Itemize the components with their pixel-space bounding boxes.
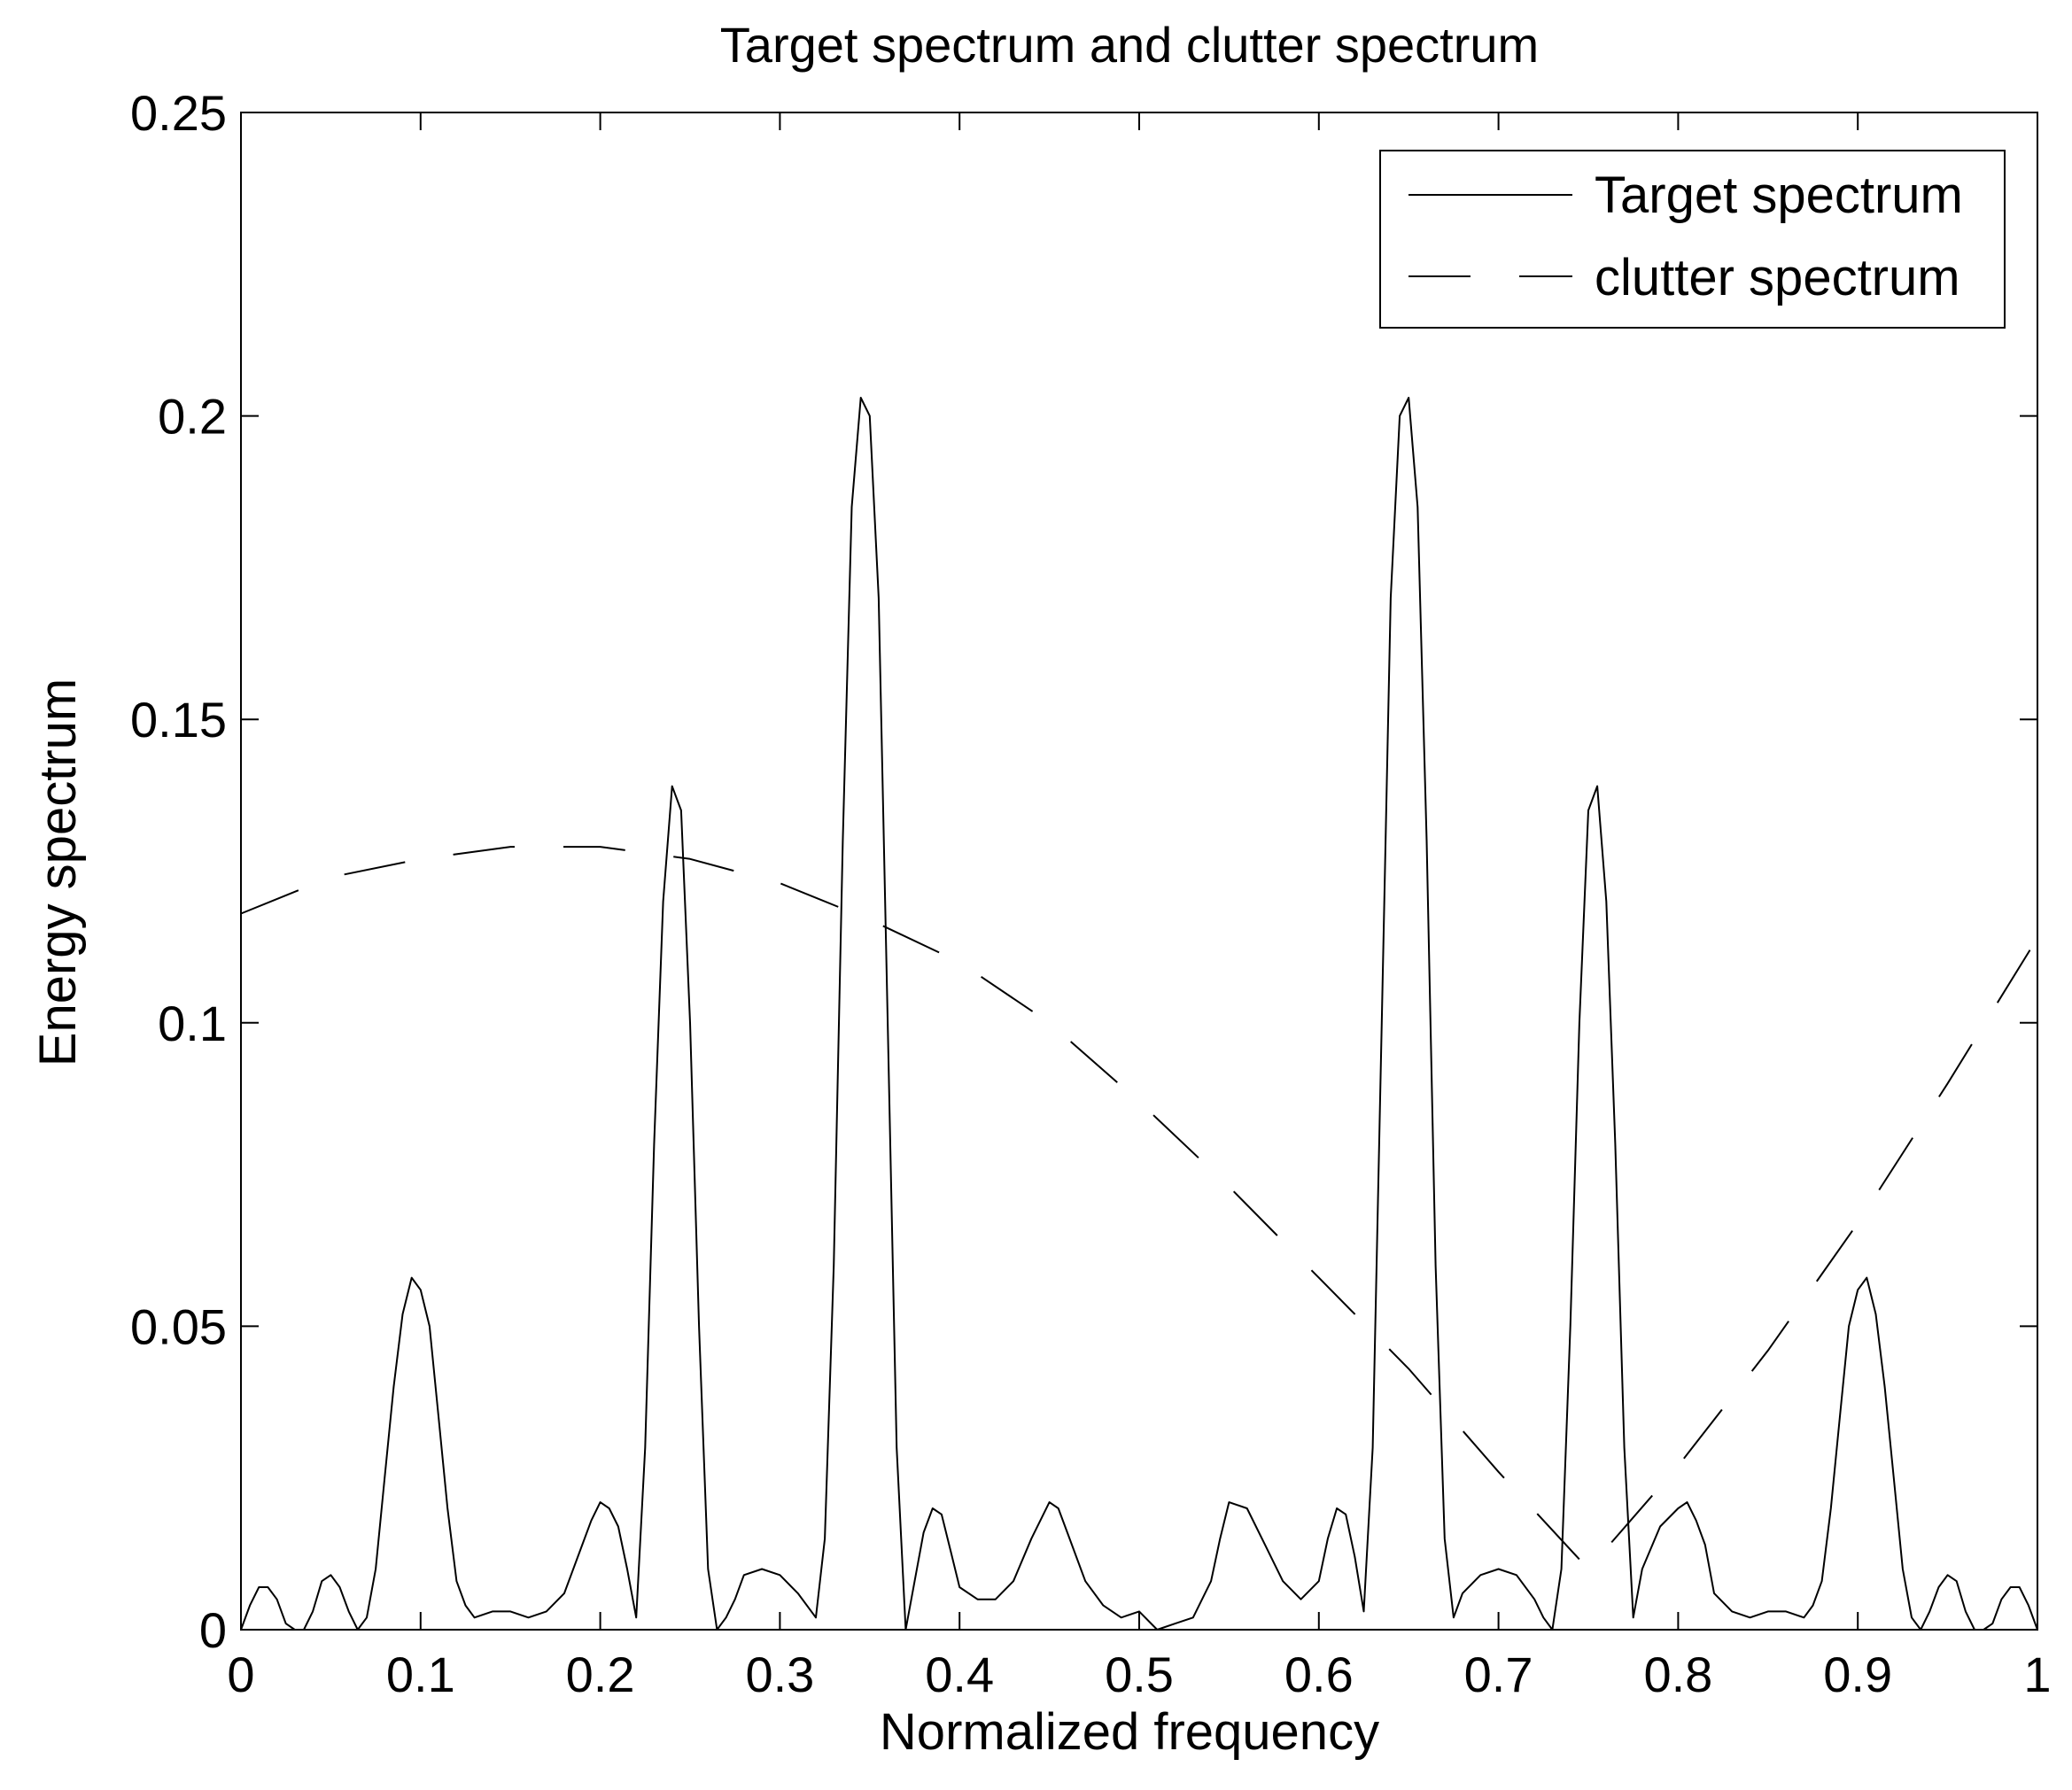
x-axis-label: Normalized frequency bbox=[880, 1703, 1379, 1761]
y-axis-label: Energy spectrum bbox=[29, 678, 87, 1066]
series-line-target-spectrum bbox=[240, 397, 2038, 1631]
x-tick-label-2: 0.2 bbox=[566, 1647, 635, 1702]
x-tick-label-8: 0.8 bbox=[1643, 1647, 1712, 1702]
legend-label-target: Target spectrum bbox=[1595, 167, 1963, 224]
legend-label-clutter: clutter spectrum bbox=[1595, 249, 1960, 306]
y-tick-label-4: 0.2 bbox=[158, 389, 227, 445]
series-layer bbox=[240, 397, 2038, 1631]
x-tick-label-3: 0.3 bbox=[745, 1647, 814, 1702]
y-tick-label-3: 0.15 bbox=[130, 692, 227, 748]
x-tick-label-4: 0.4 bbox=[925, 1647, 994, 1702]
x-tick-label-9: 0.9 bbox=[1823, 1647, 1892, 1702]
x-tick-label-1: 0.1 bbox=[386, 1647, 455, 1702]
x-tick-label-6: 0.6 bbox=[1284, 1647, 1354, 1702]
y-tick-label-5: 0.25 bbox=[130, 85, 227, 141]
y-tick-label-2: 0.1 bbox=[158, 996, 227, 1051]
y-tick-label-1: 0.05 bbox=[130, 1298, 227, 1354]
x-tick-label-10: 1 bbox=[2023, 1647, 2051, 1702]
x-tick-label-5: 0.5 bbox=[1105, 1647, 1174, 1702]
legend: Target spectrum clutter spectrum bbox=[1379, 150, 2006, 329]
chart-title: Target spectrum and clutter spectrum bbox=[720, 17, 1539, 73]
y-tick-label-0: 0 bbox=[199, 1602, 227, 1658]
ticks-layer: 0 0.1 0.2 0.3 0.4 0.5 0.6 0.7 0.8 0.9 1 0 0.05 0.1 0.1… bbox=[130, 85, 2052, 1702]
legend-box bbox=[1379, 150, 2006, 329]
x-tick-label-7: 0.7 bbox=[1464, 1647, 1533, 1702]
x-tick-label-0: 0 bbox=[227, 1647, 254, 1702]
